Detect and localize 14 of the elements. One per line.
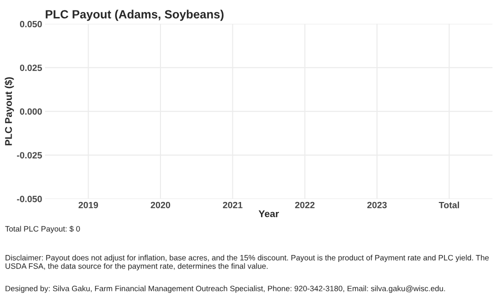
y-tick-label: 0.050 bbox=[20, 20, 42, 28]
x-tick-label: 2020 bbox=[150, 202, 170, 208]
x-tick-label: 2023 bbox=[367, 202, 387, 208]
y-tick-label: 0.000 bbox=[20, 108, 42, 115]
chart-title: PLC Payout (Adams, Soybeans) bbox=[46, 10, 224, 21]
x-tick-label: 2019 bbox=[78, 202, 98, 208]
y-tick-label: -0.050 bbox=[16, 196, 42, 202]
y-tick-label: 0.025 bbox=[20, 64, 42, 72]
x-tick-label: Total bbox=[438, 202, 460, 208]
x-tick-label: 2022 bbox=[295, 202, 315, 208]
x-tick-label: 2021 bbox=[222, 202, 242, 208]
y-axis-title: PLC Payout ($) bbox=[4, 77, 14, 146]
x-axis-title: Year bbox=[258, 210, 279, 218]
y-tick-label: -0.025 bbox=[16, 152, 42, 158]
